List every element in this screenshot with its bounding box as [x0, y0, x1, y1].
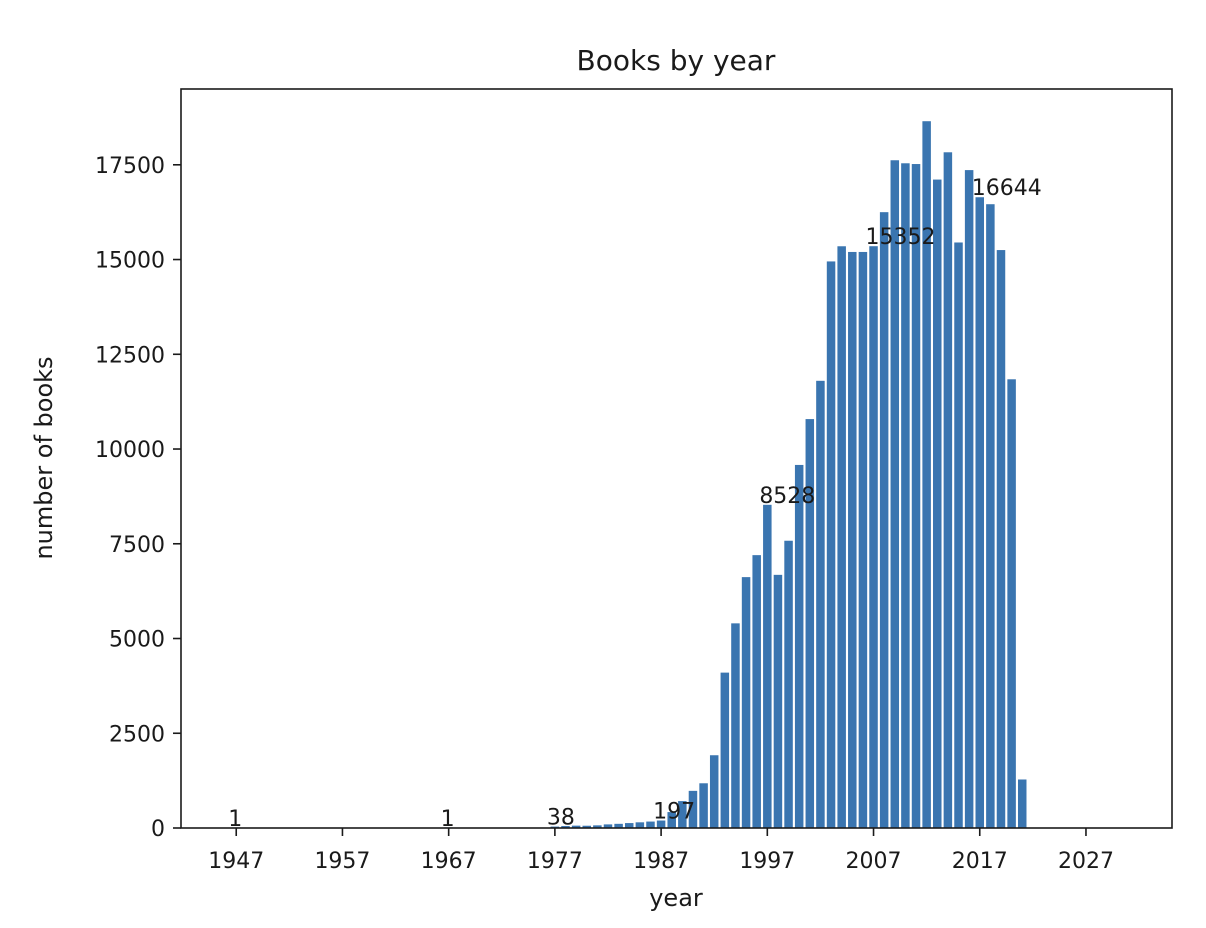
bars-group	[231, 121, 1027, 829]
plot-frame	[180, 88, 1173, 829]
y-tick-label-15000: 15000	[95, 249, 165, 274]
bar-2011	[911, 164, 921, 829]
bar-2003	[826, 261, 836, 828]
x-tick-label-2017: 2017	[952, 849, 1008, 874]
x-tick-label-1997: 1997	[739, 849, 795, 874]
data-label-1987: 197	[653, 800, 695, 825]
bar-2005	[848, 251, 857, 828]
x-tick-label-2027: 2027	[1058, 849, 1114, 874]
bar-1993	[720, 672, 730, 828]
data-label-1997: 8528	[759, 484, 815, 509]
y-tick-label-2500: 2500	[109, 722, 165, 747]
x-tick-label-1987: 1987	[633, 849, 689, 874]
bar-2017	[975, 197, 984, 829]
bar-1996	[752, 555, 761, 828]
bar-2002	[816, 380, 825, 828]
x-tick-label-1957: 1957	[314, 849, 370, 874]
bar-2018	[986, 204, 995, 828]
x-axis-ticks: 1947 1957 1967 1977 1987 1997 2007 2017 2027	[208, 828, 1114, 874]
bar-2001	[805, 419, 815, 828]
y-tick-label-5000: 5000	[109, 628, 165, 653]
data-label-1947: 1	[228, 807, 242, 832]
bar-1980	[582, 825, 591, 828]
bar-1995	[741, 577, 751, 828]
data-label-2017: 16644	[972, 176, 1042, 201]
chart-title: Books by year	[577, 44, 776, 77]
bar-1997	[763, 504, 772, 828]
bar-1985	[635, 822, 645, 828]
bar-1984	[624, 823, 634, 828]
bar-1986	[646, 821, 655, 828]
x-tick-label-2007: 2007	[846, 849, 902, 874]
data-label-1977: 38	[547, 806, 575, 831]
bar-1991	[699, 783, 708, 828]
y-axis-label: number of books	[30, 356, 58, 559]
bar-1989	[678, 801, 687, 828]
bar-2021	[1017, 779, 1027, 828]
x-axis-label: year	[649, 884, 703, 912]
bar-2019	[996, 250, 1006, 828]
bar-2004	[837, 246, 846, 828]
data-label-1967: 1	[441, 807, 455, 832]
bar-1992	[709, 755, 719, 828]
y-axis-ticks: 0 2500 5000 7500 10000 12500 15000 17500	[95, 154, 181, 842]
y-tick-label-12500: 12500	[95, 343, 165, 368]
data-labels-group: 1 1 38 197 8528 15352 16644	[228, 176, 1042, 832]
bar-2010	[901, 163, 910, 828]
bar-1988	[667, 812, 676, 828]
bar-2014	[943, 152, 953, 829]
bar-1978	[561, 826, 570, 828]
y-tick-label-7500: 7500	[109, 533, 165, 558]
bar-2016	[964, 170, 974, 829]
bar-2015	[954, 242, 963, 829]
y-tick-label-0: 0	[151, 817, 165, 842]
bar-1998	[773, 574, 783, 828]
bar-2013	[933, 179, 942, 828]
x-tick-label-1947: 1947	[208, 849, 264, 874]
bar-2007	[869, 246, 878, 828]
bar-1987	[656, 820, 666, 828]
bar-1999	[784, 540, 793, 828]
bar-1994	[731, 623, 740, 828]
data-label-2007: 15352	[866, 225, 936, 250]
bar-2006	[858, 251, 868, 828]
bar-2020	[1007, 379, 1016, 828]
bar-2009	[890, 160, 900, 828]
x-tick-label-1977: 1977	[527, 849, 583, 874]
bar-1990	[688, 790, 698, 828]
bar-1983	[614, 823, 623, 828]
bar-1981	[593, 825, 602, 828]
bar-1979	[571, 825, 581, 828]
bar-2008	[879, 212, 889, 829]
y-tick-label-17500: 17500	[95, 154, 165, 179]
bar-2000	[794, 464, 804, 828]
x-tick-label-1967: 1967	[421, 849, 477, 874]
y-tick-label-10000: 10000	[95, 438, 165, 463]
bar-2012	[922, 121, 931, 828]
bar-1982	[603, 824, 613, 828]
